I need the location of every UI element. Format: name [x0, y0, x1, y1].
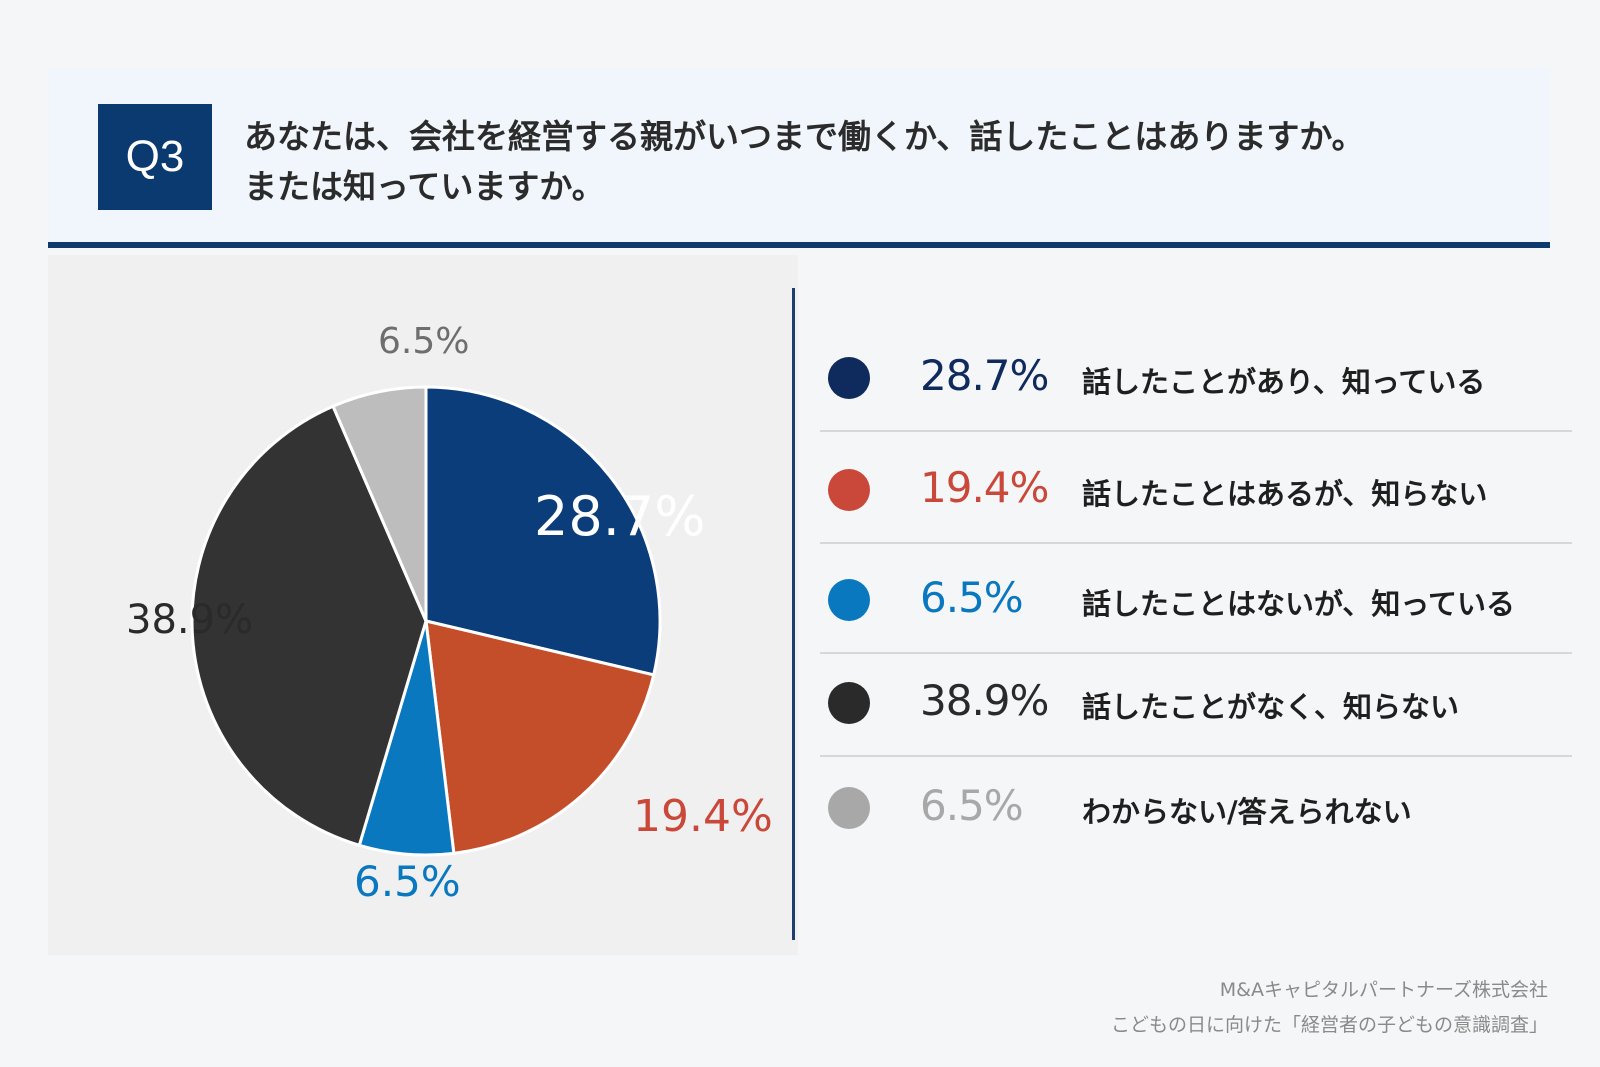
- legend-row-2: 19.4% 話したことはあるが、知らない: [820, 437, 1572, 544]
- footer-company: M&Aキャピタルパートナーズ株式会社: [1219, 979, 1548, 1001]
- legend-percent-3: 6.5%: [920, 573, 1024, 622]
- footer-survey: こどもの日に向けた「経営者の子どもの意識調査」: [1110, 1014, 1548, 1036]
- pie-label-3: 6.5%: [354, 857, 461, 906]
- pie-label-2: 19.4%: [633, 791, 773, 842]
- pie-slice-1: [424, 385, 662, 677]
- question-line-1: あなたは、会社を経営する親がいつまで働くか、話したことはありますか。: [244, 117, 1365, 156]
- legend-label-4: 話したことがなく、知らない: [1082, 690, 1460, 724]
- legend-row-1: 28.7% 話したことがあり、知っている: [820, 325, 1572, 432]
- question-header: Q3 あなたは、会社を経営する親がいつまで働くか、話したことはありますか。 また…: [48, 68, 1550, 248]
- legend-percent-5: 6.5%: [920, 781, 1024, 830]
- legend-row-5: 6.5% わからない/答えられない: [820, 755, 1572, 860]
- legend-percent-2: 19.4%: [920, 463, 1049, 512]
- question-line-2: または知っていますか。: [244, 167, 605, 206]
- legend-dot-1: [828, 357, 870, 399]
- legend-dot-2: [828, 469, 870, 511]
- pie-chart: 28.7% 19.4% 6.5% 38.9% 6.5%: [126, 321, 773, 906]
- question-text: あなたは、会社を経営する親がいつまで働くか、話したことはありますか。 または知っ…: [244, 112, 1524, 212]
- legend-row-4: 38.9% 話したことがなく、知らない: [820, 650, 1572, 757]
- pie-label-1: 28.7%: [534, 485, 706, 548]
- divider: [792, 288, 795, 940]
- legend-row-3: 6.5% 話したことはないが、知っている: [820, 547, 1572, 654]
- legend-label-5: わからない/答えられない: [1082, 795, 1412, 829]
- legend-percent-4: 38.9%: [920, 676, 1049, 725]
- pie-slice-2: [424, 619, 656, 856]
- legend-label-2: 話したことはあるが、知らない: [1082, 477, 1488, 511]
- pie-slice-4: [190, 404, 428, 848]
- legend-dot-5: [828, 787, 870, 829]
- legend-dot-4: [828, 682, 870, 724]
- pie-slice-5: [331, 385, 428, 622]
- question-number-badge: Q3: [98, 104, 212, 210]
- pie-label-5: 6.5%: [378, 321, 469, 362]
- legend-label-1: 話したことがあり、知っている: [1082, 365, 1486, 399]
- legend-percent-1: 28.7%: [920, 351, 1049, 400]
- legend-dot-3: [828, 579, 870, 621]
- pie-label-4: 38.9%: [126, 597, 253, 643]
- legend-label-3: 話したことはないが、知っている: [1082, 587, 1515, 621]
